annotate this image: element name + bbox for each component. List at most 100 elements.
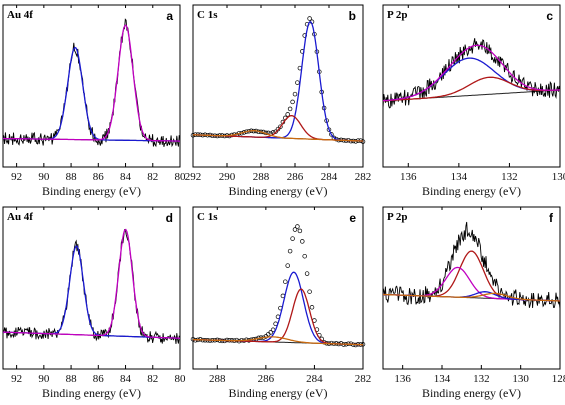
x-axis-label: Binding energy (eV) (42, 386, 141, 400)
raw-data-point (295, 80, 300, 85)
x-tick-label: 134 (434, 373, 451, 385)
panel-letter: b (349, 9, 356, 23)
panel-letter: a (166, 9, 173, 23)
panel-e: 288 286 284 282 Binding energy (eV) C 1s e (190, 206, 372, 400)
raw-data-point (273, 129, 278, 134)
x-tick-label: 90 (38, 171, 50, 183)
x-axis-label: Binding energy (eV) (228, 184, 327, 198)
raw-data-point (329, 132, 334, 137)
x-tick-label: 132 (473, 373, 490, 385)
panel-frame (192, 206, 364, 370)
raw-data-point (283, 279, 288, 284)
x-tick-label: 82 (147, 171, 158, 183)
raw-data-line (2, 18, 181, 148)
fit-curve-red (383, 76, 561, 102)
fit-curve-envelope (3, 24, 180, 142)
panel-frame (192, 4, 364, 168)
panel-frame (2, 206, 181, 370)
x-tick-label: 86 (93, 171, 105, 183)
panel-b: 292 290 288 286 284 282 Binding energy (eV) C 1… (185, 4, 372, 198)
x-tick-label: 130 (552, 171, 565, 183)
panel-title: Au 4f (7, 211, 33, 223)
raw-data-line (382, 221, 561, 309)
fit-curve-orange (383, 292, 561, 302)
raw-data-point (307, 289, 312, 294)
fit-curve-orange (193, 130, 364, 142)
panel-letter: d (166, 211, 173, 225)
raw-data-point (275, 126, 281, 132)
x-tick-label: 80 (175, 171, 187, 183)
x-tick-label: 288 (209, 373, 226, 385)
fit-curve-envelope (2, 228, 180, 339)
raw-data-point (309, 305, 315, 310)
raw-data-point (278, 124, 283, 129)
x-tick-label: 136 (394, 373, 411, 385)
x-tick-label: 80 (175, 373, 187, 385)
x-tick-label: 290 (219, 171, 236, 183)
x-axis-label: Binding energy (eV) (42, 184, 141, 198)
x-axis-label: Binding energy (eV) (422, 184, 521, 198)
raw-data-point (297, 228, 303, 234)
x-axis-label: Binding energy (eV) (228, 386, 327, 400)
x-tick-label: 132 (501, 171, 518, 183)
raw-data-point (307, 16, 312, 21)
raw-data-point (292, 91, 298, 97)
x-tick-label: 284 (306, 373, 323, 385)
panel-d: 92 90 88 86 84 82 80 Binding energy (eV) Au 4f d (2, 206, 187, 400)
raw-data-point (302, 253, 307, 259)
raw-data-point (287, 106, 293, 112)
fit-curve-blue (193, 271, 363, 346)
x-tick-label: 92 (11, 373, 22, 385)
raw-data-point (266, 331, 271, 337)
x-tick-label: 282 (355, 171, 372, 183)
x-tick-label: 286 (258, 373, 275, 385)
panel-a: 92 90 88 86 84 82 80 Binding energy (eV) Au 4f a (2, 4, 187, 198)
fit-curve-blue (3, 46, 180, 142)
panel-f: 136 134 132 130 128 Binding energy (eV) P 2p f (382, 206, 565, 400)
panel-title: Au 4f (7, 9, 33, 21)
x-tick-label: 288 (253, 171, 270, 183)
panel-frame (382, 4, 561, 168)
raw-data-point (292, 227, 298, 232)
raw-data-point (295, 224, 300, 229)
panel-title: C 1s (197, 211, 218, 223)
raw-data-point (304, 271, 310, 276)
raw-data-point (290, 99, 295, 105)
raw-data-line (382, 38, 561, 109)
raw-data-point (290, 236, 295, 241)
x-tick-label: 136 (400, 171, 417, 183)
panel-c: 136 134 132 130 Binding energy (eV) P 2p c (382, 4, 565, 198)
x-tick-label: 130 (512, 373, 529, 385)
panel-letter: f (549, 211, 554, 225)
fit-curve-blue (193, 20, 364, 142)
panel-letter: c (546, 9, 553, 23)
raw-data-point (287, 248, 293, 254)
x-tick-label: 88 (66, 171, 78, 183)
raw-data-point (285, 112, 290, 117)
fit-curve-envelope (382, 44, 560, 102)
panel-frame (382, 206, 561, 370)
panel-title: P 2p (387, 211, 407, 223)
x-tick-label: 86 (93, 373, 105, 385)
x-tick-label: 92 (11, 171, 22, 183)
x-tick-label: 88 (66, 373, 78, 385)
x-tick-label: 128 (552, 373, 565, 385)
x-tick-label: 84 (120, 373, 132, 385)
panel-letter: e (349, 211, 356, 225)
raw-data-point (285, 263, 290, 268)
panel-title: C 1s (197, 9, 218, 21)
x-tick-label: 292 (185, 171, 202, 183)
x-tick-label: 134 (451, 171, 468, 183)
fit-curve-orange (193, 336, 363, 346)
x-tick-label: 82 (147, 373, 158, 385)
raw-data-point (300, 239, 305, 244)
fit-curve-blue (382, 57, 561, 102)
panel-frame (2, 4, 181, 168)
x-axis-label: Binding energy (eV) (422, 386, 521, 400)
fit-curve-red (193, 288, 363, 346)
x-tick-label: 282 (355, 373, 372, 385)
x-tick-label: 284 (321, 171, 338, 183)
x-tick-label: 84 (120, 171, 132, 183)
panel-title: P 2p (387, 9, 407, 21)
